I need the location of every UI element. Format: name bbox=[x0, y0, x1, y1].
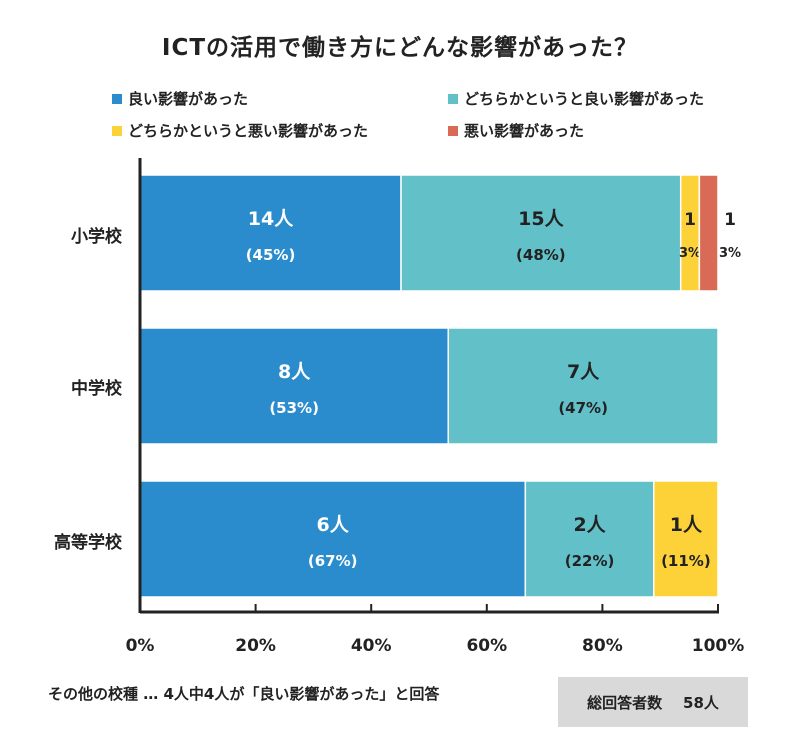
category-label-elementary: 小学校 bbox=[71, 227, 122, 247]
total-respondents-label: 総回答者数 bbox=[587, 693, 663, 712]
total-respondents-box: 総回答者数 58人 bbox=[558, 677, 748, 727]
legend-label-somewhat-good: どちらかというと良い影響があった bbox=[464, 90, 705, 108]
bar-count-label: 7人 bbox=[567, 361, 600, 383]
bar-percent-label: (11%) bbox=[661, 552, 711, 570]
bar-percent-label: (67%) bbox=[308, 552, 358, 570]
x-tick-label: 40% bbox=[351, 636, 392, 656]
legend-label-somewhat-bad: どちらかというと悪い影響があった bbox=[128, 122, 369, 140]
bar-percent-label: (48%) bbox=[516, 246, 566, 264]
bar-segment-somewhat-good bbox=[400, 174, 682, 292]
x-tick-label: 80% bbox=[582, 636, 623, 656]
legend-item-somewhat-bad: どちらかというと悪い影響があった bbox=[112, 120, 368, 141]
total-respondents-spacer bbox=[662, 693, 683, 711]
legend-swatch-bad bbox=[448, 125, 458, 136]
bar-segment-good bbox=[139, 480, 527, 598]
x-tick-label: 20% bbox=[235, 636, 276, 656]
bar-count-label: 1 bbox=[684, 210, 696, 230]
bar-count-label: 15人 bbox=[518, 208, 564, 230]
legend-item-somewhat-good: どちらかというと良い影響があった bbox=[448, 88, 704, 109]
bar-segment-somewhat-good bbox=[524, 480, 655, 598]
bar-segment-good bbox=[139, 327, 450, 445]
category-label-junior-high: 中学校 bbox=[71, 379, 122, 399]
bar-percent-label: (47%) bbox=[558, 399, 608, 417]
total-respondents-value: 58人 bbox=[683, 693, 719, 712]
legend-swatch-somewhat-bad bbox=[112, 125, 122, 136]
bar-segment-somewhat-good bbox=[447, 327, 719, 445]
bar-percent-label: 3% bbox=[679, 246, 701, 261]
x-tick-label: 60% bbox=[466, 636, 507, 656]
stacked-bar-chart: 14人 (45%) 15人 (48%) 1 3% 1 3% 8人 (53%) 7人 (47%) 6人 (6… bbox=[126, 158, 745, 656]
x-tick-label: 100% bbox=[692, 636, 745, 656]
legend-label-good: 良い影響があった bbox=[128, 90, 249, 108]
bar-percent-label: (45%) bbox=[246, 246, 296, 264]
bar-segment-somewhat-bad bbox=[679, 174, 701, 292]
bar-segment-bad bbox=[698, 174, 719, 292]
bar-percent-label: 3% bbox=[719, 246, 741, 261]
legend-swatch-good bbox=[112, 93, 122, 104]
x-tick-label: 0% bbox=[126, 636, 155, 656]
chart-title: ICTの活用で働き方にどんな影響があった？ bbox=[161, 35, 639, 61]
bar-count-label: 2人 bbox=[573, 514, 606, 536]
bar-count-label: 1 bbox=[724, 210, 736, 230]
bar-count-label: 8人 bbox=[278, 361, 311, 383]
category-label-high-school: 高等学校 bbox=[54, 533, 122, 553]
legend-label-bad: 悪い影響があった bbox=[464, 122, 585, 140]
bar-percent-label: (22%) bbox=[565, 552, 615, 570]
other-schools-note: その他の校種 … 4人中4人が「良い影響があった」と回答 bbox=[48, 685, 440, 703]
bar-count-label: 1人 bbox=[670, 514, 703, 536]
bar-count-label: 6人 bbox=[317, 514, 350, 536]
bar-segment-somewhat-bad bbox=[653, 480, 719, 598]
bar-percent-label: (53%) bbox=[269, 399, 319, 417]
bar-segment-good bbox=[139, 174, 402, 292]
legend-swatch-somewhat-good bbox=[448, 93, 458, 104]
legend-item-bad: 悪い影響があった bbox=[448, 120, 584, 141]
legend-item-good: 良い影響があった bbox=[112, 88, 248, 109]
bar-count-label: 14人 bbox=[248, 208, 294, 230]
